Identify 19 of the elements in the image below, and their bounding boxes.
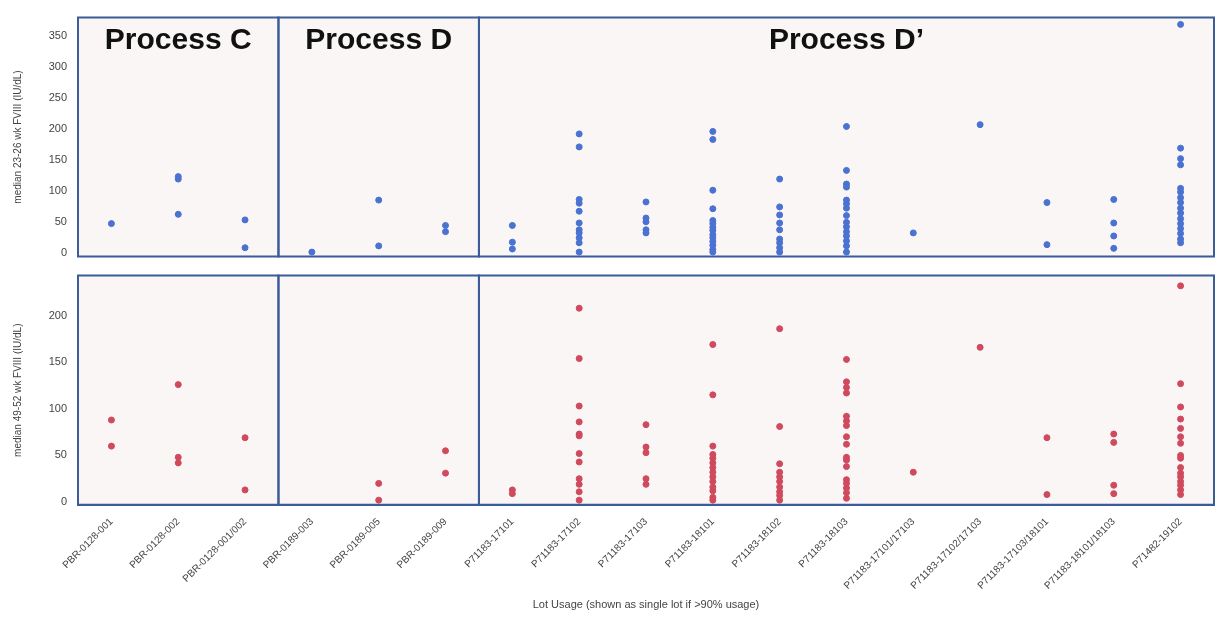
y-tick-label: 250 <box>48 91 67 104</box>
y-tick-label: 300 <box>48 60 67 73</box>
band-label: Process D <box>305 21 453 55</box>
y-tick-label: 200 <box>48 121 67 134</box>
y-tick-label: 50 <box>54 448 67 461</box>
y-tick-label: 350 <box>48 29 67 42</box>
y-tick-label: 0 <box>60 495 67 508</box>
y-tick-label: 150 <box>48 355 67 368</box>
y-tick-label: 100 <box>48 401 67 414</box>
y-tick-label: 0 <box>60 245 67 258</box>
y-tick-label: 200 <box>48 308 67 321</box>
y-axis-title: median 23-26 wk FVIII (IU/dL) <box>11 70 23 204</box>
band-label: Process C <box>104 21 252 55</box>
band-label: Process D’ <box>768 21 925 55</box>
x-axis-title: Lot Usage (shown as single lot if >90% usage) <box>532 598 760 611</box>
y-tick-label: 150 <box>48 152 67 165</box>
y-tick-label: 50 <box>54 214 67 227</box>
y-tick-label: 100 <box>48 183 67 196</box>
y-axis-title: median 49-52 wk FVIII (IU/dL) <box>11 323 23 457</box>
